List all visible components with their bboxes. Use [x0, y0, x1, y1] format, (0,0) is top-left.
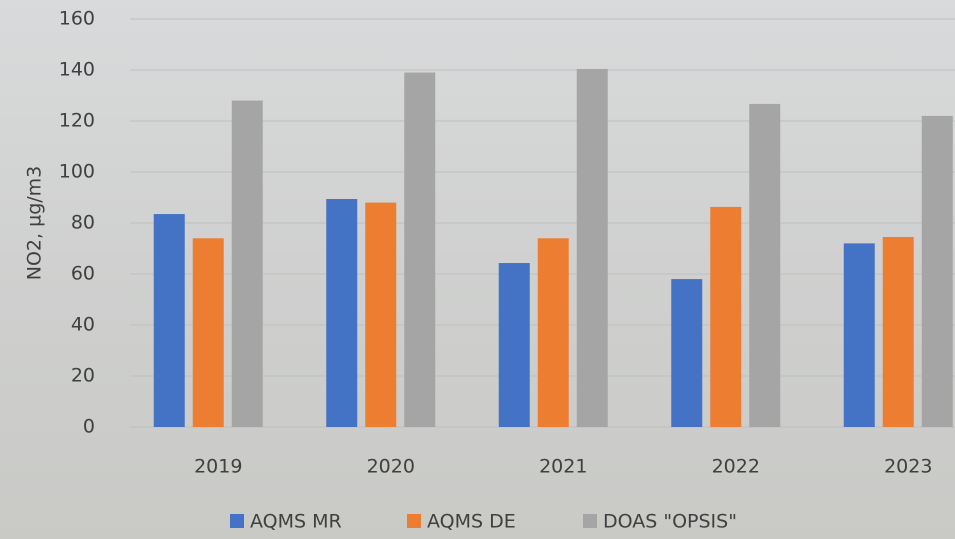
y-tick-label: 100 — [59, 161, 95, 183]
legend-label: AQMS DE — [427, 511, 516, 533]
bar — [326, 199, 357, 427]
chart: NO2, µg/m3 0 20 40 60 80 100 120 140 160 2019 2020… — [0, 0, 955, 539]
legend-label: AQMS MR — [250, 511, 342, 533]
legend-swatch — [583, 514, 597, 528]
bar — [883, 237, 914, 427]
x-tick-label: 2023 — [884, 456, 932, 478]
legend-swatch — [407, 514, 421, 528]
y-tick-label: 80 — [71, 212, 95, 234]
bar — [710, 207, 741, 427]
bar — [577, 69, 608, 427]
y-axis-label: NO2, µg/m3 — [24, 166, 46, 280]
bar — [499, 263, 530, 427]
x-tick-label: 2021 — [539, 456, 587, 478]
bar — [538, 238, 569, 427]
legend-swatch — [230, 514, 244, 528]
y-tick-label: 40 — [71, 314, 95, 336]
x-tick-label: 2020 — [367, 456, 415, 478]
bar — [193, 238, 224, 427]
bar — [671, 279, 702, 427]
bar — [154, 214, 185, 427]
y-tick-label: 160 — [59, 8, 95, 30]
x-tick-label: 2019 — [194, 456, 242, 478]
legend-label: DOAS "OPSIS" — [603, 511, 737, 533]
y-tick-label: 60 — [71, 263, 95, 285]
y-tick-label: 20 — [71, 365, 95, 387]
y-tick-label: 0 — [83, 416, 95, 438]
bar — [365, 203, 396, 427]
y-tick-label: 120 — [59, 110, 95, 132]
y-tick-label: 140 — [59, 59, 95, 81]
x-tick-label: 2022 — [712, 456, 760, 478]
bar — [922, 116, 953, 427]
bar — [404, 73, 435, 427]
bar — [232, 101, 263, 427]
bar — [844, 243, 875, 427]
bar — [749, 104, 780, 427]
